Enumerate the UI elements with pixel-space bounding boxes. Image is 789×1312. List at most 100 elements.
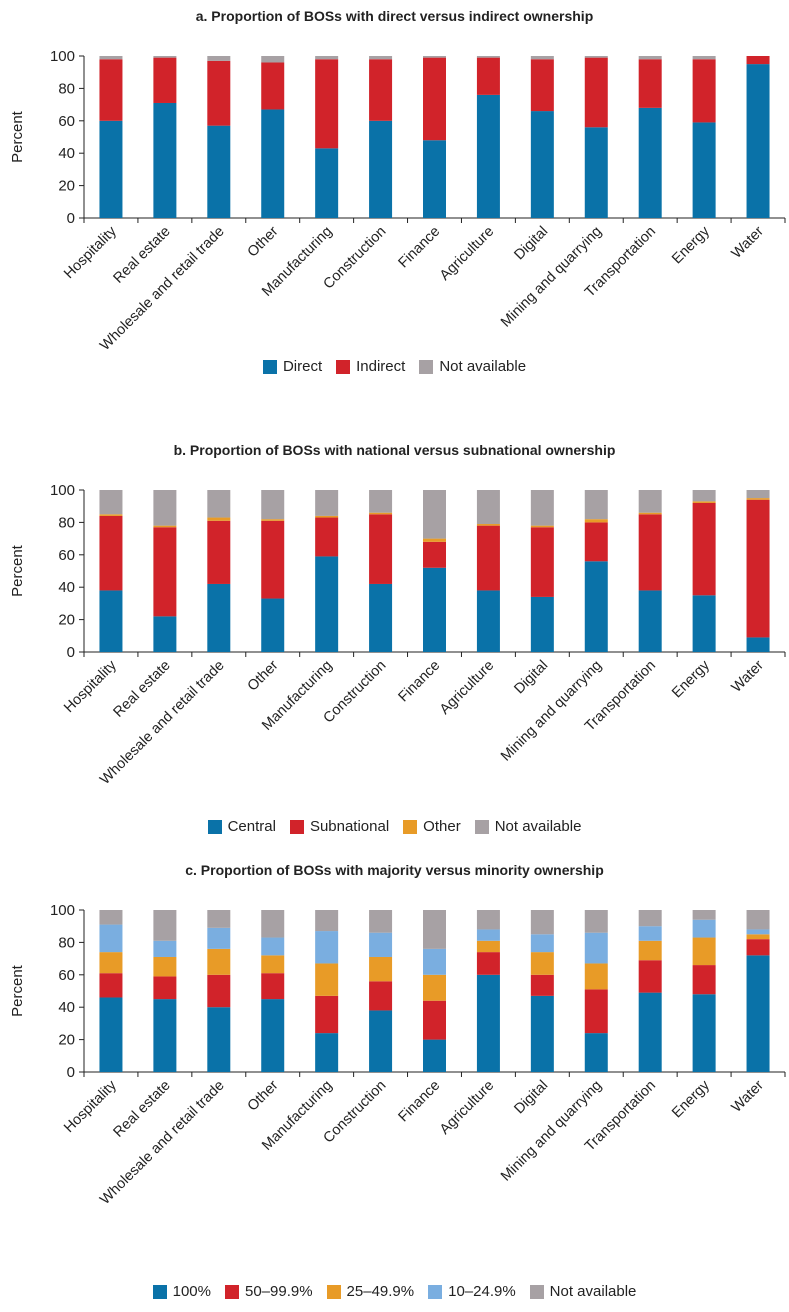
bar-not-available-transportation — [638, 56, 662, 60]
legend-label: Direct — [282, 358, 323, 375]
bar-indirect-agriculture — [476, 57, 500, 95]
bar-10-24-9--hospitality — [99, 924, 123, 953]
bar-100--digital — [530, 995, 554, 1072]
bar-not-available-finance — [423, 490, 446, 539]
x-tick-label: Energy — [669, 1077, 713, 1121]
bar-100--finance — [423, 1039, 446, 1072]
bar-10-24-9--digital — [530, 934, 554, 953]
y-tick-label: 20 — [58, 178, 75, 195]
bar-not-available-wholesale-and-retail-trade — [207, 490, 231, 518]
x-tick-label: Finance — [396, 1078, 444, 1126]
bar-other-wholesale-and-retail-trade — [207, 517, 231, 521]
x-tick-label: Finance — [396, 224, 444, 272]
bar-not-available-transportation — [638, 910, 662, 927]
bar-not-available-energy — [692, 490, 716, 502]
bar-25-49-9--transportation — [638, 940, 662, 961]
bar-direct-manufacturing — [315, 148, 339, 218]
bar-indirect-digital — [530, 59, 554, 112]
legend-swatch — [336, 359, 351, 374]
bar-other-water — [746, 498, 770, 500]
bar-10-24-9--manufacturing — [315, 931, 339, 964]
bar-not-available-energy — [692, 910, 716, 920]
bar-indirect-manufacturing — [315, 59, 339, 149]
bar-100--other — [261, 999, 285, 1072]
legend-swatch — [224, 1284, 239, 1299]
bar-central-water — [746, 637, 770, 652]
legend-swatch — [262, 359, 277, 374]
bar-other-real-estate — [153, 525, 177, 528]
bar-50-99-9--wholesale-and-retail-trade — [207, 974, 231, 1008]
bar-25-49-9--real-estate — [153, 956, 177, 977]
bar-not-available-digital — [530, 490, 554, 526]
bar-not-available-other — [261, 910, 285, 938]
bar-not-available-wholesale-and-retail-trade — [207, 910, 231, 928]
bar-50-99-9--digital — [530, 974, 554, 996]
bar-not-available-mining-and-quarrying — [584, 490, 608, 520]
x-tick-label: Other — [245, 1077, 282, 1114]
panel-a-title: a. Proportion of BOSs with direct versus… — [195, 8, 594, 24]
y-tick-label: 0 — [67, 210, 75, 227]
bar-indirect-transportation — [638, 59, 662, 108]
bar-not-available-other — [261, 56, 285, 63]
legend-item: 10–24.9% — [428, 1283, 516, 1300]
legend-item: Subnational — [289, 818, 389, 835]
bar-other-digital — [530, 525, 554, 528]
bar-subnational-finance — [423, 541, 446, 568]
bar-central-manufacturing — [315, 556, 339, 652]
bar-not-available-agriculture — [476, 56, 500, 58]
bar-50-99-9--energy — [692, 965, 716, 995]
bar-indirect-other — [261, 62, 285, 110]
bar-not-available-mining-and-quarrying — [584, 910, 608, 933]
bar-100--water — [746, 955, 770, 1072]
bar-not-available-manufacturing — [315, 490, 339, 516]
bar-not-available-energy — [692, 56, 716, 60]
panel-c-legend: 100% 50–99.9% 25–49.9% 10–24.9% Not availabl… — [0, 1283, 789, 1300]
bar-other-hospitality — [99, 514, 123, 516]
y-tick-label: 80 — [58, 934, 75, 951]
x-tick-label: Energy — [669, 657, 713, 701]
panel-b-legend: Central Subnational Other Not available — [0, 818, 789, 835]
bar-50-99-9--agriculture — [476, 952, 500, 975]
y-tick-label: 60 — [58, 967, 75, 984]
y-tick-label: 80 — [58, 514, 75, 531]
x-tick-label: Energy — [669, 223, 713, 267]
bar-central-other — [261, 598, 285, 652]
legend-label: Other — [423, 818, 461, 835]
bar-other-other — [261, 519, 285, 521]
bar-25-49-9--digital — [530, 952, 554, 975]
bar-10-24-9--real-estate — [153, 940, 177, 957]
bar-not-available-hospitality — [99, 910, 123, 925]
bar-100--construction — [369, 1010, 393, 1072]
legend-label: Indirect — [356, 358, 406, 375]
bar-not-available-manufacturing — [315, 56, 339, 60]
y-tick-label: 80 — [58, 80, 75, 97]
legend-label: 10–24.9% — [448, 1283, 516, 1300]
y-tick-label: 20 — [58, 612, 75, 629]
y-tick-label: 60 — [58, 547, 75, 564]
bar-direct-other — [261, 109, 285, 218]
bar-subnational-manufacturing — [315, 517, 339, 557]
x-tick-label: Water — [729, 1077, 767, 1115]
bar-other-energy — [692, 501, 716, 503]
bar-indirect-finance — [423, 57, 446, 141]
bar-subnational-real-estate — [153, 527, 177, 617]
bar-100--manufacturing — [315, 1033, 339, 1072]
bar-not-available-transportation — [638, 490, 662, 513]
y-tick-label: 40 — [58, 145, 75, 162]
bar-central-hospitality — [99, 590, 123, 652]
x-tick-label: Digital — [511, 1078, 551, 1118]
bar-10-24-9--water — [746, 929, 770, 935]
bar-25-49-9--mining-and-quarrying — [584, 963, 608, 990]
y-tick-label: 20 — [58, 1032, 75, 1049]
x-tick-label: Finance — [396, 658, 444, 706]
bar-other-transportation — [638, 512, 662, 515]
bar-10-24-9--agriculture — [476, 929, 500, 941]
bar-not-available-agriculture — [476, 490, 500, 525]
bar-subnational-construction — [369, 514, 393, 584]
x-tick-label: Other — [245, 657, 282, 694]
bar-direct-transportation — [638, 107, 662, 218]
bar-not-available-real-estate — [153, 910, 177, 941]
y-axis-label: Percent — [9, 964, 26, 1017]
bar-not-available-hospitality — [99, 490, 123, 515]
legend-item: 100% — [152, 1283, 211, 1300]
